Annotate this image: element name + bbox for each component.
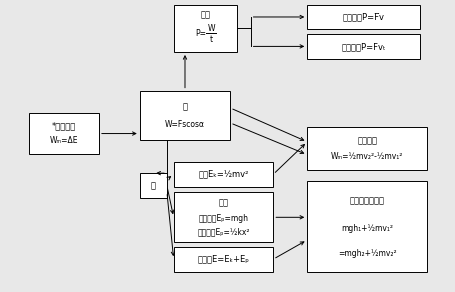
Bar bbox=[307, 5, 420, 29]
Bar bbox=[307, 34, 420, 59]
Text: P=: P= bbox=[195, 29, 206, 39]
Text: 机械能守恒定律: 机械能守恒定律 bbox=[349, 197, 384, 206]
Bar bbox=[173, 247, 273, 272]
Text: W: W bbox=[207, 24, 214, 33]
Bar bbox=[139, 173, 167, 198]
Text: 机械能E=Eₖ+Eₚ: 机械能E=Eₖ+Eₚ bbox=[197, 255, 249, 264]
Text: 功: 功 bbox=[182, 102, 187, 111]
Text: 重力势能Eₚ=mgh: 重力势能Eₚ=mgh bbox=[198, 214, 248, 223]
Bar bbox=[307, 181, 426, 272]
Text: *功能原理: *功能原理 bbox=[52, 122, 76, 131]
Text: 能: 能 bbox=[151, 181, 156, 190]
Bar bbox=[173, 162, 273, 187]
Text: 瞬时功率P=Fvₜ: 瞬时功率P=Fvₜ bbox=[341, 42, 385, 51]
Text: Wₘ=½mv₂²-½mv₁²: Wₘ=½mv₂²-½mv₁² bbox=[330, 152, 403, 161]
Bar bbox=[173, 5, 237, 52]
Text: 平均功率P=F̅v: 平均功率P=F̅v bbox=[342, 13, 384, 22]
Text: W=Fscosα: W=Fscosα bbox=[165, 120, 205, 129]
Text: 功率: 功率 bbox=[200, 11, 210, 20]
Text: 势能: 势能 bbox=[218, 199, 228, 208]
Text: Wₘ=ΔE: Wₘ=ΔE bbox=[50, 136, 78, 145]
Bar bbox=[173, 192, 273, 242]
Text: mgh₁+½mv₁²: mgh₁+½mv₁² bbox=[340, 224, 392, 233]
Text: t: t bbox=[209, 35, 212, 44]
Bar bbox=[139, 91, 230, 140]
Text: 弹性势能Eₚ=½kx²: 弹性势能Eₚ=½kx² bbox=[197, 228, 249, 237]
Text: 动能定理: 动能定理 bbox=[356, 136, 376, 145]
Bar bbox=[29, 113, 99, 154]
Bar bbox=[307, 127, 426, 170]
Text: =mgh₂+½mv₂²: =mgh₂+½mv₂² bbox=[337, 249, 396, 258]
Text: 动能Eₖ=½mv²: 动能Eₖ=½mv² bbox=[198, 170, 248, 179]
